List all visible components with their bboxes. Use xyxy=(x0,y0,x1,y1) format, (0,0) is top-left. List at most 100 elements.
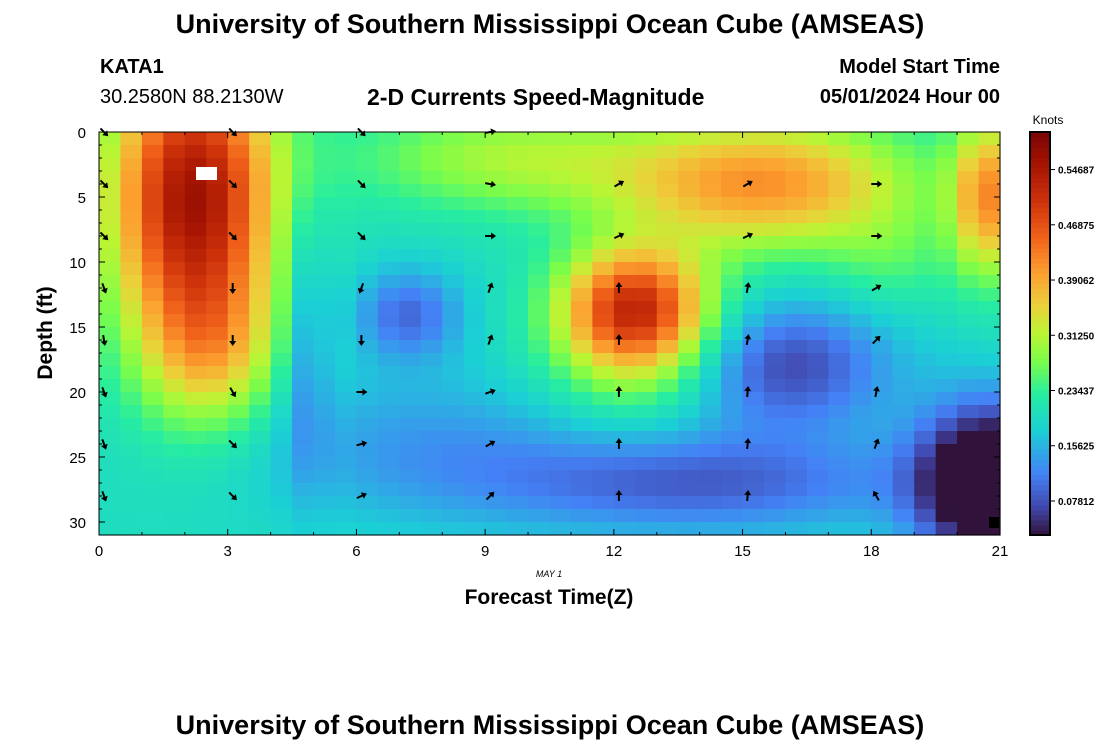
heatmap-cell xyxy=(635,249,658,263)
heatmap-cell xyxy=(184,379,207,393)
heatmap-cell xyxy=(463,314,486,328)
heatmap-cell xyxy=(249,210,272,224)
heatmap-cell xyxy=(828,431,851,445)
heatmap-cell xyxy=(442,340,465,354)
heatmap-cell xyxy=(184,275,207,289)
heatmap-cell xyxy=(120,184,143,198)
heatmap-cell xyxy=(871,353,894,367)
heatmap-cell xyxy=(485,249,508,263)
heatmap-cell xyxy=(806,327,829,341)
heatmap-cell xyxy=(206,366,229,380)
heatmap-cell xyxy=(420,275,443,289)
heatmap-cell xyxy=(656,288,679,302)
heatmap-cell xyxy=(356,392,379,406)
heatmap-cell xyxy=(828,496,851,510)
heatmap-cell xyxy=(892,353,915,367)
heatmap-cell xyxy=(356,262,379,276)
heatmap-cell xyxy=(442,379,465,393)
heatmap-cell xyxy=(721,249,744,263)
heatmap-cell xyxy=(141,288,164,302)
heatmap-cell xyxy=(656,431,679,445)
heatmap-cell xyxy=(528,431,551,445)
colorbar-segment xyxy=(1030,212,1050,219)
heatmap-cell xyxy=(270,301,293,315)
heatmap-cell xyxy=(99,470,122,484)
heatmap-cell xyxy=(399,249,422,263)
heatmap-cell xyxy=(549,509,572,523)
heatmap-cell xyxy=(399,483,422,497)
colorbar-segment xyxy=(1030,393,1050,400)
heatmap-cell xyxy=(313,405,336,419)
heatmap-cell xyxy=(935,132,958,146)
heatmap-cell xyxy=(678,132,701,146)
heatmap-cell xyxy=(442,522,465,536)
x-tick-label: 9 xyxy=(481,543,489,560)
current-arrow xyxy=(485,440,496,448)
heatmap-cell xyxy=(163,470,186,484)
heatmap-cell xyxy=(292,418,315,432)
heatmap-cell xyxy=(592,483,615,497)
heatmap-cell xyxy=(528,184,551,198)
heatmap-cell xyxy=(485,158,508,172)
heatmap-cell xyxy=(764,210,787,224)
heatmap-cell xyxy=(914,418,937,432)
heatmap-cell xyxy=(764,457,787,471)
heatmap-cell xyxy=(120,353,143,367)
heatmap-cell xyxy=(442,145,465,159)
heatmap-cell xyxy=(528,249,551,263)
heatmap-cell xyxy=(742,288,765,302)
heatmap-cell xyxy=(785,379,808,393)
heatmap-cell xyxy=(935,327,958,341)
heatmap-cell xyxy=(463,184,486,198)
current-arrow xyxy=(485,180,497,188)
colorbar-segment xyxy=(1030,182,1050,189)
heatmap-cell xyxy=(656,145,679,159)
heatmap-cell xyxy=(163,171,186,185)
heatmap-cell xyxy=(528,483,551,497)
heatmap-cell xyxy=(528,405,551,419)
heatmap-cell xyxy=(570,431,593,445)
heatmap-cell xyxy=(785,327,808,341)
colorbar-segment xyxy=(1030,242,1050,249)
heatmap-cell xyxy=(828,249,851,263)
heatmap-cell xyxy=(227,210,250,224)
heatmap-cell xyxy=(163,184,186,198)
heatmap-cell xyxy=(120,509,143,523)
heatmap-cell xyxy=(506,314,529,328)
heatmap-cell xyxy=(292,210,315,224)
heatmap-cell xyxy=(163,418,186,432)
heatmap-cell xyxy=(613,197,636,211)
heatmap-cell xyxy=(935,158,958,172)
heatmap-cell xyxy=(399,470,422,484)
heatmap-cell xyxy=(227,145,250,159)
heatmap-cell xyxy=(978,340,1001,354)
heatmap-cell xyxy=(292,522,315,536)
colorbar-segment xyxy=(1030,459,1050,466)
heatmap-cell xyxy=(806,457,829,471)
heatmap-cell xyxy=(742,262,765,276)
heatmap-cell xyxy=(785,522,808,536)
heatmap-cell xyxy=(442,509,465,523)
heatmap-cell xyxy=(463,275,486,289)
heatmap-cell xyxy=(892,275,915,289)
heatmap-cell xyxy=(420,327,443,341)
heatmap-cell xyxy=(656,457,679,471)
heatmap-cell xyxy=(141,392,164,406)
heatmap-cell xyxy=(356,444,379,458)
heatmap-cell xyxy=(120,158,143,172)
heatmap-cell xyxy=(270,275,293,289)
model-start-value: 05/01/2024 Hour 00 xyxy=(819,86,1000,108)
heatmap-cell xyxy=(699,327,722,341)
heatmap-cell xyxy=(99,275,122,289)
heatmap-cell xyxy=(506,522,529,536)
heatmap-cell xyxy=(785,171,808,185)
heatmap-cell xyxy=(399,275,422,289)
heatmap-cell xyxy=(141,444,164,458)
heatmap-cell xyxy=(377,210,400,224)
heatmap-cell xyxy=(184,145,207,159)
heatmap-cell xyxy=(463,236,486,250)
heatmap-cell xyxy=(528,314,551,328)
heatmap-cell xyxy=(420,418,443,432)
heatmap-cell xyxy=(828,210,851,224)
heatmap-cell xyxy=(721,418,744,432)
